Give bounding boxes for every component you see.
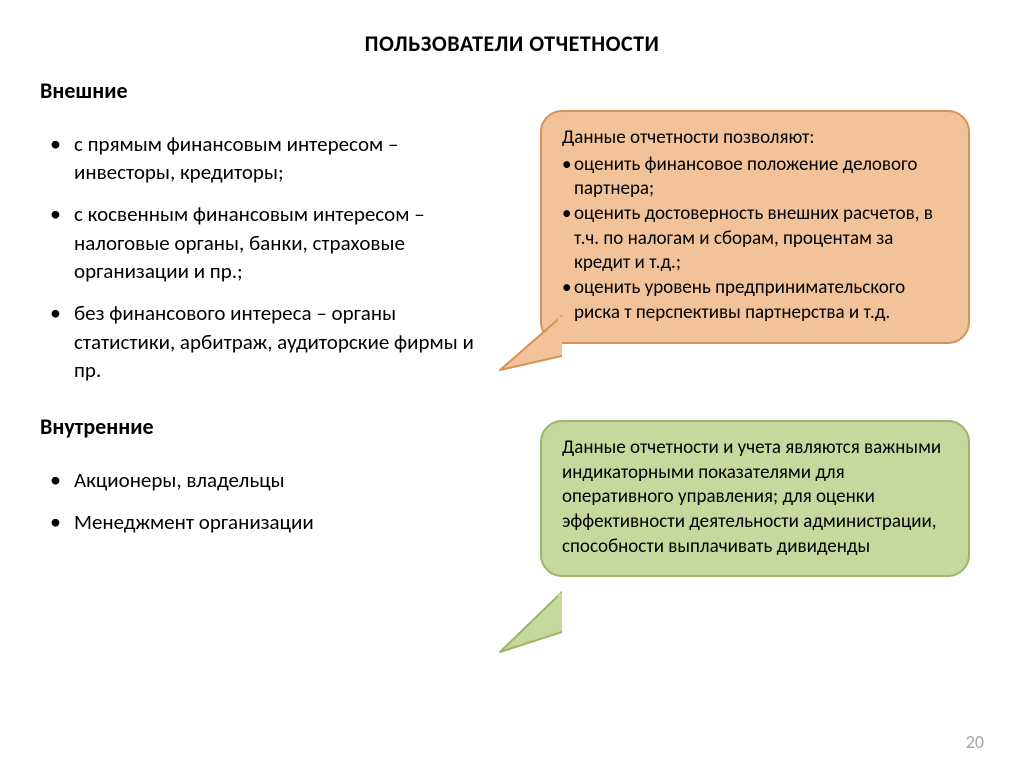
list-item: Акционеры, владельцы bbox=[40, 466, 480, 494]
callout-tail-icon bbox=[496, 314, 562, 374]
callout-line: оценить достоверность внешних расчетов, … bbox=[562, 202, 948, 276]
heading-external: Внешние bbox=[40, 76, 480, 106]
internal-list: Акционеры, владельцы Менеджмент организа… bbox=[40, 466, 480, 537]
slide: ПОЛЬЗОВАТЕЛИ ОТЧЕТНОСТИ Внешние с прямым… bbox=[0, 0, 1024, 767]
heading-internal: Внутренние bbox=[40, 412, 480, 442]
callout-internal: Данные отчетности и учета являются важны… bbox=[540, 420, 970, 577]
callout-intro: Данные отчетности позволяют: bbox=[562, 126, 948, 151]
callout-tail-icon bbox=[496, 590, 562, 656]
list-item: Менеджмент организации bbox=[40, 508, 480, 536]
list-item: без финансового интереса – органы статис… bbox=[40, 299, 480, 384]
external-list: с прямым финансовым интересом – инвестор… bbox=[40, 130, 480, 385]
list-item: с косвенным финансовым интересом – налог… bbox=[40, 200, 480, 285]
left-column: Внешние с прямым финансовым интересом – … bbox=[40, 70, 480, 551]
list-item: с прямым финансовым интересом – инвестор… bbox=[40, 130, 480, 187]
callout-text: Данные отчетности и учета являются важны… bbox=[562, 436, 948, 559]
callout-line: оценить уровень предпринимательского рис… bbox=[562, 276, 948, 325]
page-number: 20 bbox=[966, 731, 984, 753]
callout-line: оценить финансовое положение делового па… bbox=[562, 153, 948, 202]
page-title: ПОЛЬЗОВАТЕЛИ ОТЧЕТНОСТИ bbox=[40, 30, 984, 57]
callout-external: Данные отчетности позволяют: оценить фин… bbox=[540, 110, 970, 344]
